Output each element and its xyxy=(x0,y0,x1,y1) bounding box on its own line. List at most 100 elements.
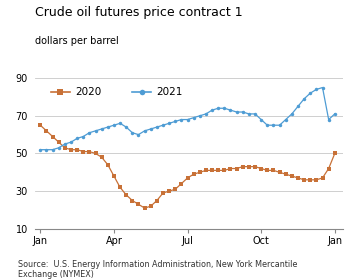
2020 xyxy=(204,169,208,172)
2021 xyxy=(51,148,55,151)
2021 xyxy=(63,142,67,146)
2020 xyxy=(81,150,85,153)
2020 xyxy=(87,150,92,153)
2021 xyxy=(112,124,116,127)
2020 xyxy=(75,148,79,151)
2021 xyxy=(69,140,73,144)
2020 xyxy=(228,167,233,170)
2020 xyxy=(290,174,294,178)
2020 xyxy=(118,186,122,189)
2021 xyxy=(149,127,153,131)
2020 xyxy=(308,178,312,182)
2020 xyxy=(38,124,42,127)
2020 xyxy=(302,178,306,182)
2021 xyxy=(271,124,275,127)
2021 xyxy=(99,127,104,131)
2020 xyxy=(314,178,319,182)
2021 xyxy=(278,124,282,127)
2020 xyxy=(136,203,141,206)
2020 xyxy=(112,174,116,178)
2021 xyxy=(118,122,122,125)
2020 xyxy=(167,189,171,193)
2021 xyxy=(241,110,245,114)
2020 xyxy=(253,165,257,168)
Text: Crude oil futures price contract 1: Crude oil futures price contract 1 xyxy=(35,6,243,19)
2020 xyxy=(259,167,263,170)
2021 xyxy=(81,135,85,138)
Line: 2021: 2021 xyxy=(39,86,337,151)
2021 xyxy=(259,118,263,121)
2020 xyxy=(284,172,288,176)
2020 xyxy=(155,199,159,202)
2020 xyxy=(198,170,202,174)
2020 xyxy=(210,169,214,172)
2021 xyxy=(308,92,312,95)
2020 xyxy=(247,165,251,168)
2021 xyxy=(210,109,214,112)
2021 xyxy=(296,105,300,108)
2021 xyxy=(326,118,331,121)
Line: 2020: 2020 xyxy=(39,124,337,210)
2021 xyxy=(253,112,257,116)
2021 xyxy=(106,126,110,129)
2021 xyxy=(173,120,177,123)
2020 xyxy=(130,199,135,202)
2020 xyxy=(99,156,104,159)
2021 xyxy=(284,118,288,121)
2021 xyxy=(87,131,92,134)
2021 xyxy=(234,110,239,114)
2020 xyxy=(192,172,196,176)
2021 xyxy=(57,146,61,150)
2021 xyxy=(130,131,135,134)
2021 xyxy=(167,122,171,125)
2020 xyxy=(149,205,153,208)
2021 xyxy=(198,114,202,117)
2020 xyxy=(57,140,61,144)
2021 xyxy=(192,116,196,119)
Text: dollars per barrel: dollars per barrel xyxy=(35,36,119,46)
2021 xyxy=(314,88,319,91)
2021 xyxy=(204,112,208,116)
2021 xyxy=(155,126,159,129)
2020 xyxy=(179,182,183,185)
2020 xyxy=(234,167,239,170)
2021 xyxy=(179,118,183,121)
2021 xyxy=(142,129,147,133)
2021 xyxy=(161,124,165,127)
2020 xyxy=(265,169,269,172)
2021 xyxy=(222,107,227,110)
2021 xyxy=(290,112,294,116)
2021 xyxy=(247,112,251,116)
2020 xyxy=(241,165,245,168)
2020 xyxy=(185,176,190,180)
2020 xyxy=(216,169,220,172)
2020 xyxy=(326,167,331,170)
2021 xyxy=(75,137,79,140)
2020 xyxy=(161,191,165,195)
2021 xyxy=(93,129,98,133)
2020 xyxy=(296,176,300,180)
2020 xyxy=(106,163,110,166)
2020 xyxy=(44,129,48,133)
2020 xyxy=(271,169,275,172)
2021 xyxy=(265,124,269,127)
2020 xyxy=(142,206,147,210)
2021 xyxy=(124,126,128,129)
2021 xyxy=(333,112,337,116)
2021 xyxy=(228,109,233,112)
2020 xyxy=(51,135,55,138)
2020 xyxy=(333,152,337,155)
2020 xyxy=(173,187,177,191)
2021 xyxy=(38,148,42,151)
2020 xyxy=(278,170,282,174)
2020 xyxy=(320,176,325,180)
2020 xyxy=(93,152,98,155)
2020 xyxy=(63,146,67,150)
2021 xyxy=(216,107,220,110)
2020 xyxy=(222,169,227,172)
2020 xyxy=(124,193,128,197)
2021 xyxy=(320,86,325,89)
Text: Source:  U.S. Energy Information Administration, New York Mercantile
Exchange (N: Source: U.S. Energy Information Administ… xyxy=(18,259,297,279)
2021 xyxy=(185,118,190,121)
2021 xyxy=(44,148,48,151)
